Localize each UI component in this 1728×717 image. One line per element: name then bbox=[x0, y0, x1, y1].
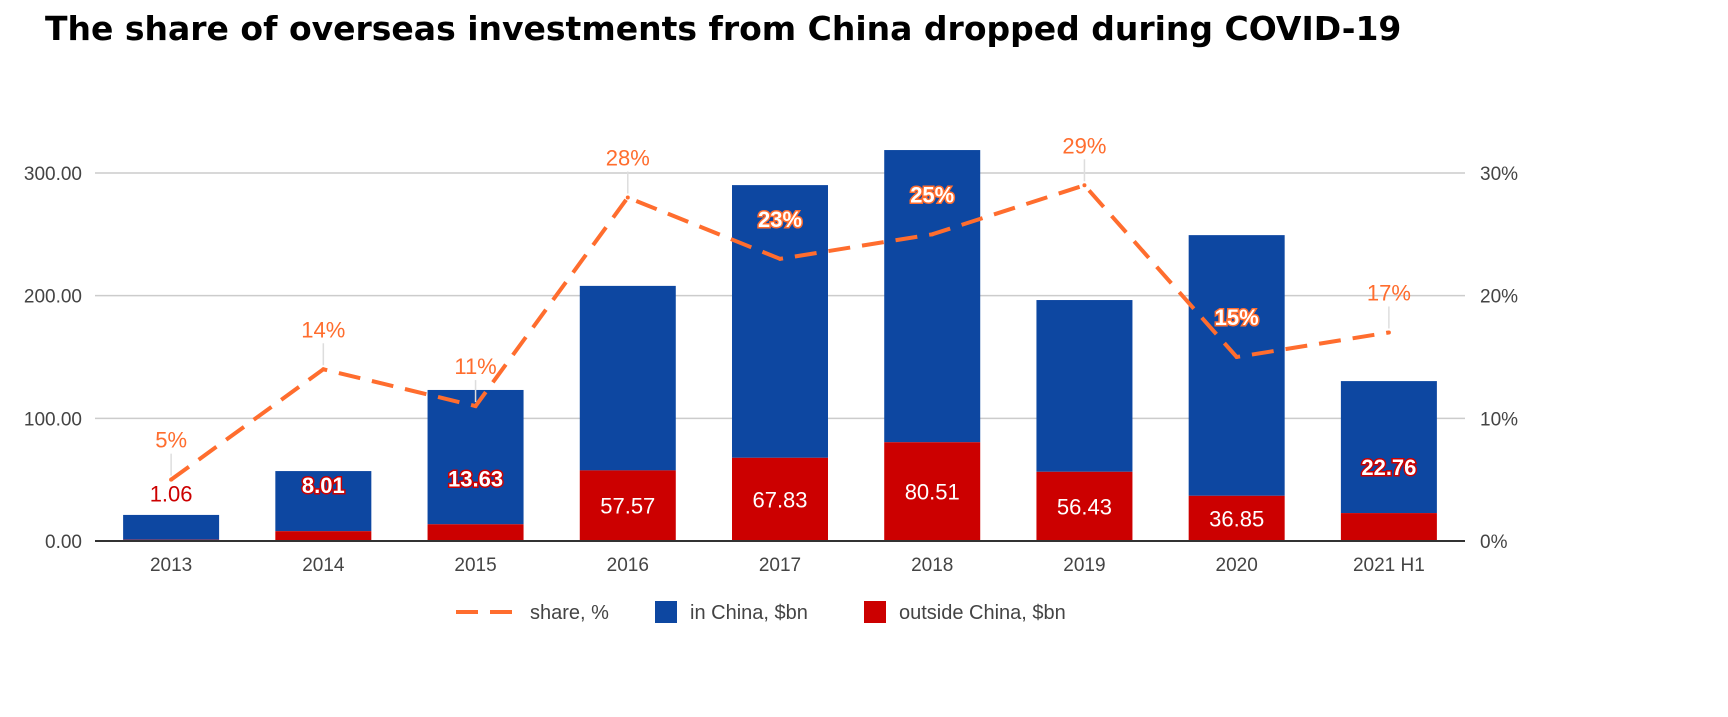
outside-china-value-label: 22.76 bbox=[1361, 455, 1416, 480]
y-right-tick-label: 10% bbox=[1480, 409, 1518, 430]
bar-outside-china bbox=[579, 470, 676, 541]
bar-in-china bbox=[1036, 300, 1133, 472]
share-point bbox=[1234, 355, 1239, 359]
bar-in-china bbox=[884, 150, 981, 443]
bar-outside-china bbox=[1340, 513, 1437, 541]
share-value-label: 5% bbox=[155, 428, 187, 453]
bar-in-china bbox=[123, 514, 220, 540]
legend-share-label: share, % bbox=[530, 602, 609, 624]
bar-in-china bbox=[1340, 381, 1437, 514]
share-value-label: 17% bbox=[1367, 280, 1411, 305]
y-right-tick-label: 20% bbox=[1480, 287, 1518, 308]
bar-outside-china bbox=[884, 442, 981, 541]
legend: share, % in China, $bn outside China, $b… bbox=[456, 601, 1066, 624]
legend-in-china-label: in China, $bn bbox=[690, 602, 808, 624]
x-tick-label: 2020 bbox=[1216, 555, 1258, 576]
bar-in-china bbox=[732, 185, 828, 458]
share-value-label: 29% bbox=[1062, 133, 1106, 158]
chart-title: The share of overseas investments from C… bbox=[45, 9, 1401, 48]
share-point bbox=[169, 477, 174, 482]
y-left-tick-label: 300.00 bbox=[24, 164, 82, 185]
bar-outside-china bbox=[1036, 471, 1133, 541]
bar-in-china bbox=[275, 471, 372, 532]
y-left-tick-label: 200.00 bbox=[24, 287, 82, 308]
x-tick-label: 2013 bbox=[150, 555, 192, 576]
share-value-label: 15% bbox=[1215, 305, 1259, 330]
x-tick-label: 2015 bbox=[454, 555, 496, 576]
bar-outside-china bbox=[1188, 495, 1285, 541]
outside-china-value-label: 80.51 bbox=[905, 480, 960, 505]
share-point bbox=[473, 404, 478, 409]
outside-china-value-label: 57.57 bbox=[600, 494, 655, 519]
share-value-label: 14% bbox=[301, 317, 345, 342]
bars bbox=[123, 150, 1437, 541]
y-right-tick-label: 0% bbox=[1480, 532, 1508, 553]
legend-outside-china-label: outside China, $bn bbox=[899, 602, 1066, 624]
x-tick-label: 2016 bbox=[607, 555, 649, 576]
share-point bbox=[778, 256, 782, 261]
outside-china-value-label: 13.63 bbox=[448, 466, 503, 491]
y-right-tick-label: 30% bbox=[1480, 164, 1518, 185]
outside-china-value-label: 36.85 bbox=[1209, 506, 1264, 531]
share-point bbox=[321, 367, 326, 372]
share-value-label: 28% bbox=[606, 146, 650, 171]
legend-in-china-swatch bbox=[655, 601, 677, 623]
bar-outside-china bbox=[275, 531, 372, 541]
bar-in-china bbox=[427, 389, 524, 525]
bar-outside-china bbox=[427, 524, 524, 541]
share-line bbox=[169, 182, 1391, 482]
legend-outside-china-swatch bbox=[864, 601, 886, 623]
outside-china-value-label: 56.43 bbox=[1057, 494, 1112, 519]
share-point bbox=[1082, 183, 1087, 188]
share-point bbox=[625, 195, 630, 200]
y-left-tick-label: 100.00 bbox=[24, 409, 82, 430]
share-value-label: 23% bbox=[758, 207, 802, 232]
outside-china-value-label: 1.06 bbox=[150, 482, 193, 507]
bar-outside-china bbox=[732, 457, 828, 541]
x-tick-label: 2019 bbox=[1063, 555, 1105, 576]
outside-china-value-label: 8.01 bbox=[302, 473, 345, 498]
share-point bbox=[1386, 330, 1391, 335]
bar-in-china bbox=[579, 285, 676, 471]
share-value-label: 25% bbox=[910, 182, 954, 207]
bar-in-china bbox=[1188, 235, 1285, 496]
share-value-label: 11% bbox=[454, 354, 496, 379]
share-point bbox=[930, 232, 935, 237]
y-left-tick-label: 0.00 bbox=[45, 532, 82, 553]
outside-china-value-label: 67.83 bbox=[752, 487, 807, 512]
x-tick-label: 2018 bbox=[911, 555, 953, 576]
x-tick-label: 2014 bbox=[302, 555, 345, 576]
x-tick-label: 2017 bbox=[759, 555, 801, 576]
x-tick-label: 2021 H1 bbox=[1353, 555, 1425, 576]
data-labels: 1.06 8.01 13.63 57.57 67.83 80.51 56.43 36.85 22… bbox=[150, 133, 1418, 531]
axes: 0.00 100.00 200.00 300.00 0% 10% 20% 30% 2013 201… bbox=[24, 164, 1518, 576]
